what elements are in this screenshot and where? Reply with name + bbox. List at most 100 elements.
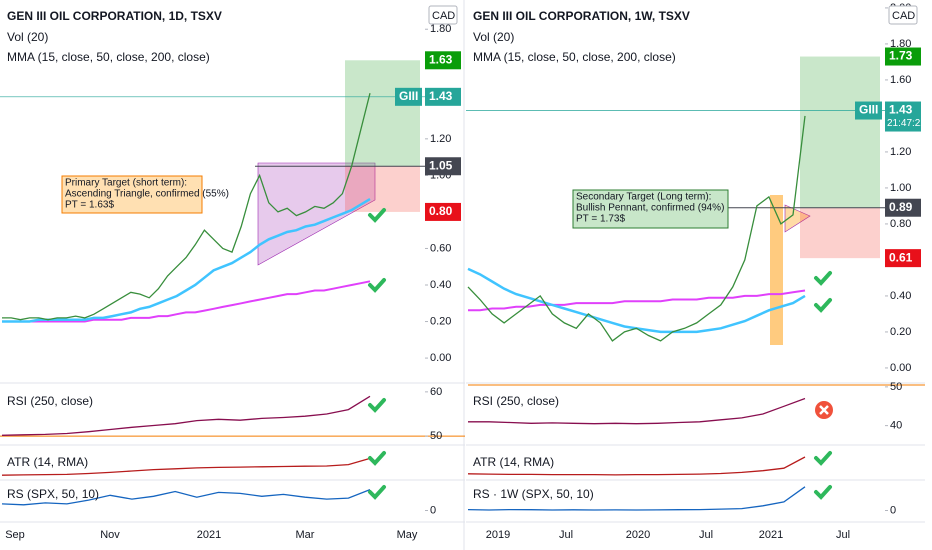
currency: CAD — [432, 10, 455, 22]
indicator-label: MMA (15, close, 50, close, 200, close) — [7, 50, 210, 64]
y-tick-label: 0.60 — [430, 242, 451, 254]
price-tag-label: 0.80 — [429, 204, 453, 218]
x-tick-label: Jul — [836, 529, 850, 541]
check-icon — [368, 278, 386, 293]
y-tick-label: 0.00 — [430, 352, 451, 364]
check-icon — [368, 398, 386, 413]
price-tag-label: 1.63 — [429, 52, 453, 66]
indicator-label: Vol (20) — [473, 30, 514, 44]
price-tag-label: 0.61 — [889, 250, 913, 264]
x-tick-label: 2019 — [486, 529, 510, 541]
x-tick-label: May — [397, 529, 418, 541]
cross-icon — [819, 405, 829, 415]
highlight-bar — [770, 195, 783, 345]
y-tick-label: 1.20 — [430, 133, 451, 145]
y-tick-label: 0.20 — [890, 326, 911, 338]
price-tag-label: 1.05 — [429, 158, 453, 172]
price-tag — [885, 47, 921, 66]
x-tick-label: 2021 — [197, 529, 221, 541]
target-box — [800, 56, 880, 208]
price-tag — [425, 202, 461, 221]
ticker-label: GIII — [399, 89, 418, 103]
y-tick-label: 0.80 — [890, 218, 911, 230]
check-icon — [368, 208, 386, 223]
y-tick-label: 1.20 — [890, 146, 911, 158]
y-tick-label: 0.20 — [430, 315, 451, 327]
y-tick-label: 1.00 — [890, 182, 911, 194]
price-tag-label: 1.43 — [889, 103, 913, 117]
indicator-line — [1, 488, 371, 506]
price-tag — [885, 198, 921, 217]
y-tick-label: 60 — [430, 386, 442, 398]
indicator-label: RS (SPX, 50, 10) — [7, 487, 99, 501]
x-tick-label: 2021 — [759, 529, 783, 541]
y-tick-label: 0.40 — [430, 279, 451, 291]
indicator-label: ATR (14, RMA) — [473, 455, 554, 469]
y-tick-label: 40 — [890, 420, 902, 432]
y-tick-label: 50 — [430, 430, 442, 442]
target-box — [345, 60, 420, 167]
pattern-shape — [784, 204, 811, 233]
x-tick-label: Mar — [296, 529, 315, 541]
price-tag — [425, 87, 461, 106]
x-tick-label: Sep — [5, 529, 25, 541]
indicator-label: RSI (250, close) — [7, 394, 93, 408]
annotation-text: Bullish Pennant, confirmed (94%) — [576, 203, 724, 214]
price-tag — [885, 249, 921, 268]
price-tag — [885, 101, 921, 132]
annotation-box — [61, 175, 203, 214]
annotation-text: PT = 1.73$ — [576, 214, 625, 225]
check-icon — [814, 271, 832, 286]
y-tick-label: 1.80 — [890, 38, 911, 50]
indicator-line — [467, 486, 806, 511]
x-tick-label: Jul — [559, 529, 573, 541]
currency: CAD — [892, 10, 915, 22]
ma-slow-line — [2, 280, 371, 323]
price-tag — [425, 157, 461, 176]
annotation-text: Secondary Target (Long term): — [576, 192, 711, 203]
stop-box — [800, 207, 880, 259]
price-tag-label: 1.43 — [429, 89, 453, 103]
ma-slow-line — [468, 289, 806, 312]
y-tick-label: 1.80 — [430, 23, 451, 35]
annotation-text: Primary Target (short term): — [65, 178, 187, 189]
indicator-label: MMA (15, close, 50, close, 200, close) — [473, 50, 676, 64]
x-tick-label: Jul — [699, 529, 713, 541]
ticker-tag — [855, 101, 882, 120]
check-icon — [814, 298, 832, 313]
indicator-label: ATR (14, RMA) — [7, 455, 88, 469]
chart-title: GEN III OIL CORPORATION, 1W, TSXV — [473, 9, 690, 23]
ticker-tag — [395, 87, 422, 106]
currency-box — [428, 5, 458, 25]
countdown: 21:47:22 — [887, 118, 926, 129]
indicator-label: RS · 1W (SPX, 50, 10) — [473, 487, 594, 501]
annotation-text: PT = 1.63$ — [65, 200, 114, 211]
check-icon — [368, 485, 386, 500]
chart-title: GEN III OIL CORPORATION, 1D, TSXV — [7, 9, 222, 23]
indicator-label: Vol (20) — [7, 30, 48, 44]
annotation-text: Ascending Triangle, confirmed (55%) — [65, 189, 229, 200]
indicator-label: RSI (250, close) — [473, 394, 559, 408]
x-tick-label: Nov — [100, 529, 120, 541]
indicator-line — [1, 395, 371, 436]
y-tick-label: 0 — [430, 504, 436, 516]
check-icon — [814, 451, 832, 466]
pattern-shape — [257, 162, 376, 266]
check-icon — [368, 451, 386, 466]
y-tick-label: 50 — [890, 381, 902, 393]
indicator-line — [468, 397, 806, 425]
y-tick-label: 0 — [890, 504, 896, 516]
price-line — [467, 115, 806, 342]
y-tick-label: 0.40 — [890, 290, 911, 302]
indicator-line — [467, 456, 806, 476]
currency-box — [888, 5, 918, 25]
x-tick-label: 2020 — [626, 529, 650, 541]
annotation-box — [572, 189, 729, 229]
y-tick-label: 0.00 — [890, 362, 911, 374]
y-tick-label: 1.60 — [890, 74, 911, 86]
price-tag-label: 0.89 — [889, 200, 913, 214]
price-tag — [425, 51, 461, 70]
indicator-line — [1, 457, 371, 476]
